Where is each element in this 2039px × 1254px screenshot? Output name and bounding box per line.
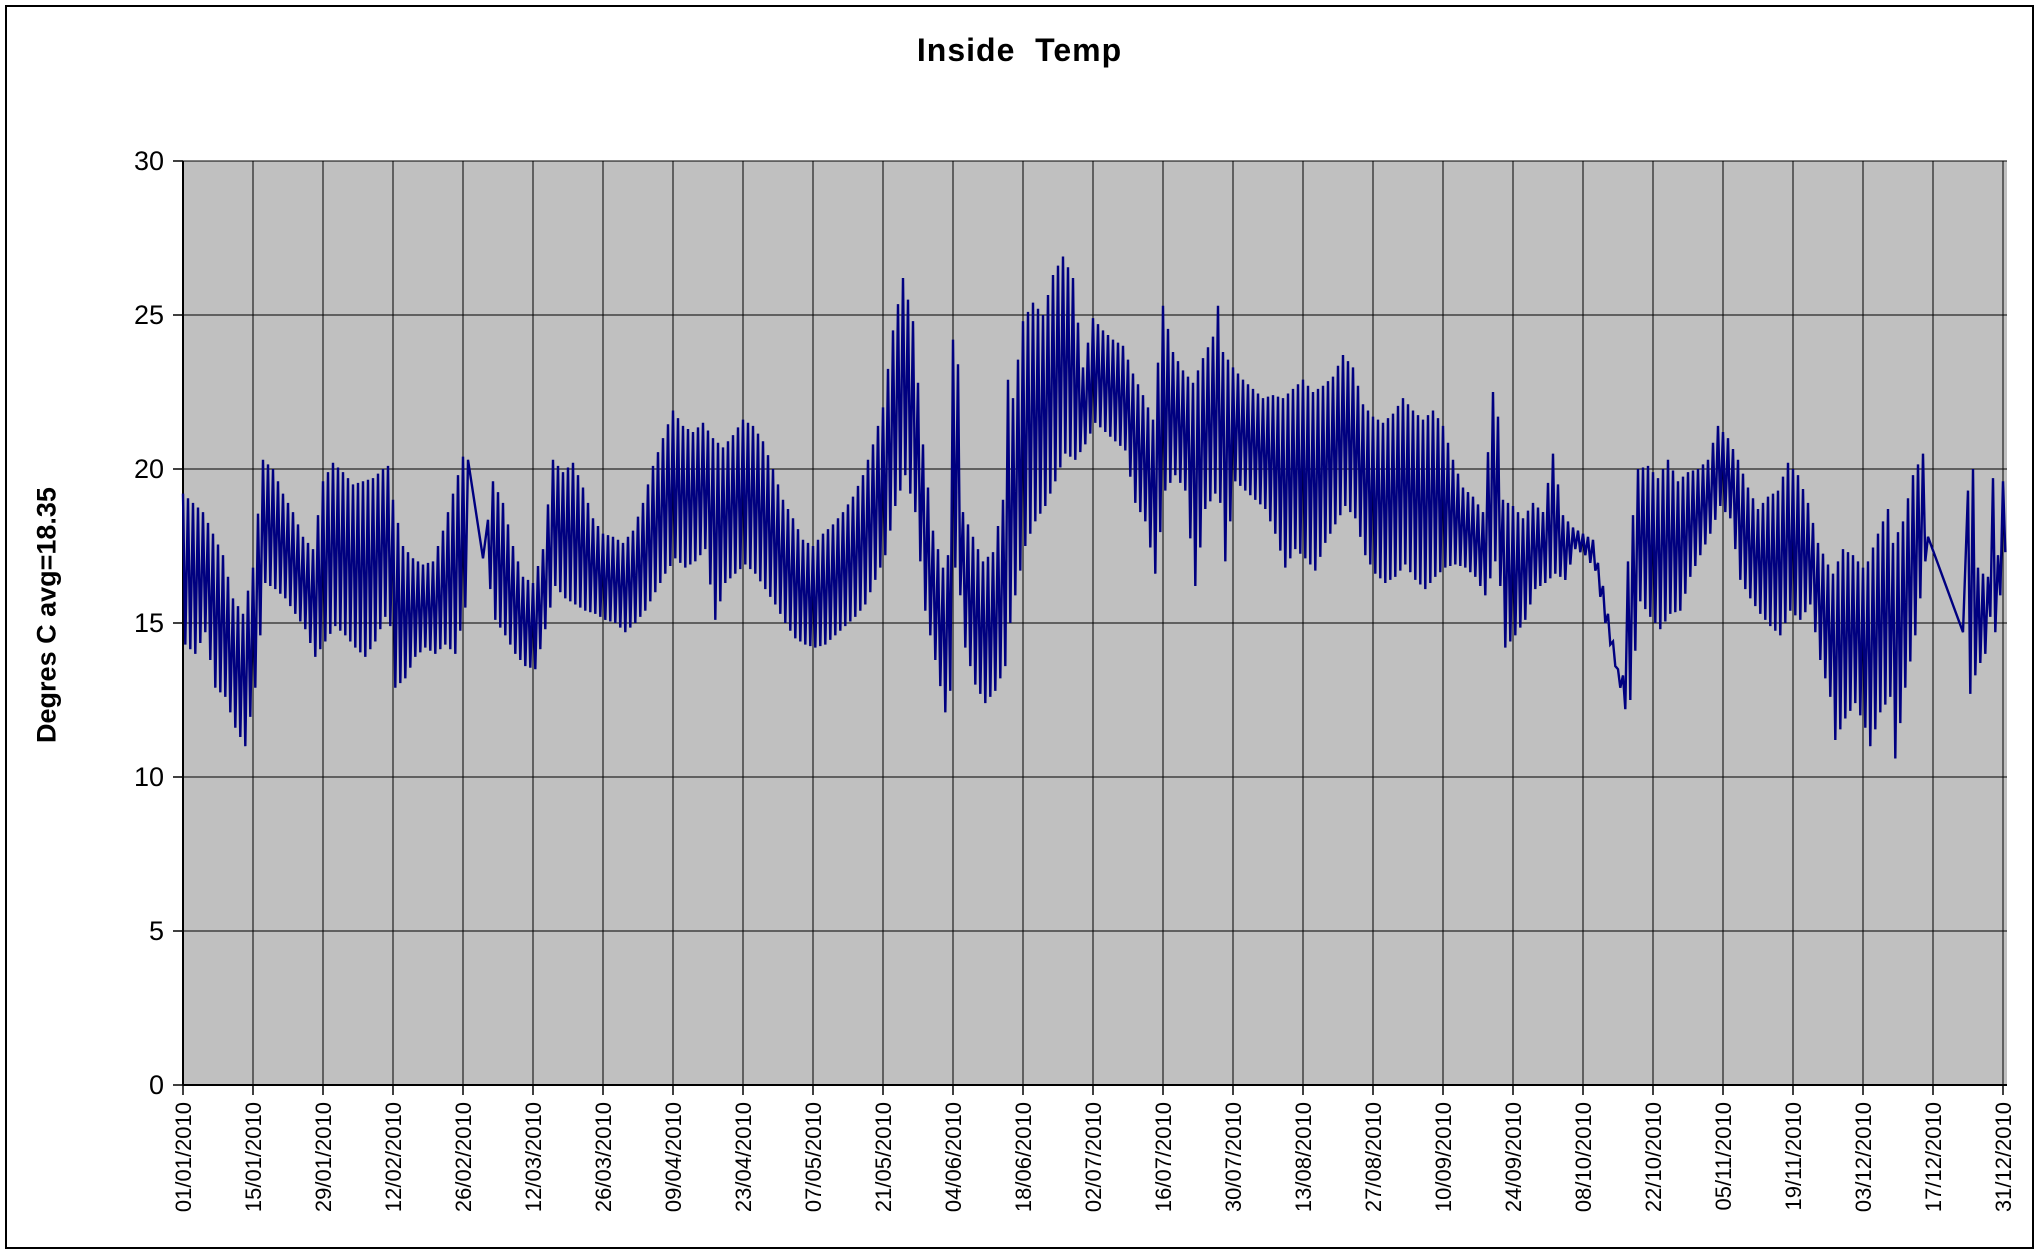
x-tick-label: 16/07/2010 xyxy=(1151,1102,1176,1212)
x-tick-label: 05/11/2010 xyxy=(1711,1102,1736,1210)
x-tick-label: 13/08/2010 xyxy=(1291,1102,1316,1212)
x-tick-label: 02/07/2010 xyxy=(1081,1102,1106,1212)
x-tick-label: 26/02/2010 xyxy=(451,1102,476,1212)
x-tick-label: 24/09/2010 xyxy=(1501,1102,1526,1212)
y-tick-label: 15 xyxy=(134,608,164,638)
x-tick-label: 30/07/2010 xyxy=(1221,1102,1246,1212)
tick-marks xyxy=(173,160,2004,1095)
x-tick-label: 17/12/2010 xyxy=(1921,1102,1946,1212)
x-tick-labels: 01/01/2010 15/01/2010 29/01/2010 12/02/2010… xyxy=(171,1102,2016,1212)
x-tick-label: 31/12/2010 xyxy=(1991,1102,2016,1212)
x-tick-label: 12/03/2010 xyxy=(521,1102,546,1212)
x-tick-label: 15/01/2010 xyxy=(241,1102,266,1212)
x-tick-label: 07/05/2010 xyxy=(801,1102,826,1212)
x-tick-label: 21/05/2010 xyxy=(871,1102,896,1212)
y-tick-label: 5 xyxy=(149,916,164,946)
x-tick-label: 03/12/2010 xyxy=(1851,1102,1876,1212)
x-tick-label: 29/01/2010 xyxy=(311,1102,336,1212)
x-tick-label: 19/11/2010 xyxy=(1781,1102,1806,1210)
x-tick-label: 18/06/2010 xyxy=(1011,1102,1036,1212)
chart-frame xyxy=(5,5,2034,1249)
y-tick-label: 25 xyxy=(134,300,164,330)
x-tick-label: 04/06/2010 xyxy=(941,1102,966,1212)
y-tick-label: 30 xyxy=(134,146,164,176)
y-tick-label: 0 xyxy=(149,1070,164,1100)
chart-title: Inside Temp xyxy=(916,32,1123,68)
x-tick-label: 01/01/2010 xyxy=(171,1102,196,1212)
y-tick-label: 10 xyxy=(134,762,164,792)
x-tick-label: 12/02/2010 xyxy=(381,1102,406,1212)
x-tick-label: 27/08/2010 xyxy=(1361,1102,1386,1212)
y-tick-label: 20 xyxy=(134,454,164,484)
x-tick-label: 10/09/2010 xyxy=(1431,1102,1456,1212)
x-tick-label: 09/04/2010 xyxy=(661,1102,686,1212)
x-tick-label: 08/10/2010 xyxy=(1571,1102,1596,1212)
x-tick-label: 22/10/2010 xyxy=(1641,1102,1666,1212)
x-tick-label: 23/04/2010 xyxy=(731,1102,756,1212)
x-tick-label: 26/03/2010 xyxy=(591,1102,616,1212)
temperature-series xyxy=(181,256,2007,759)
y-tick-labels: 0 5 10 15 20 25 30 xyxy=(134,146,164,1100)
